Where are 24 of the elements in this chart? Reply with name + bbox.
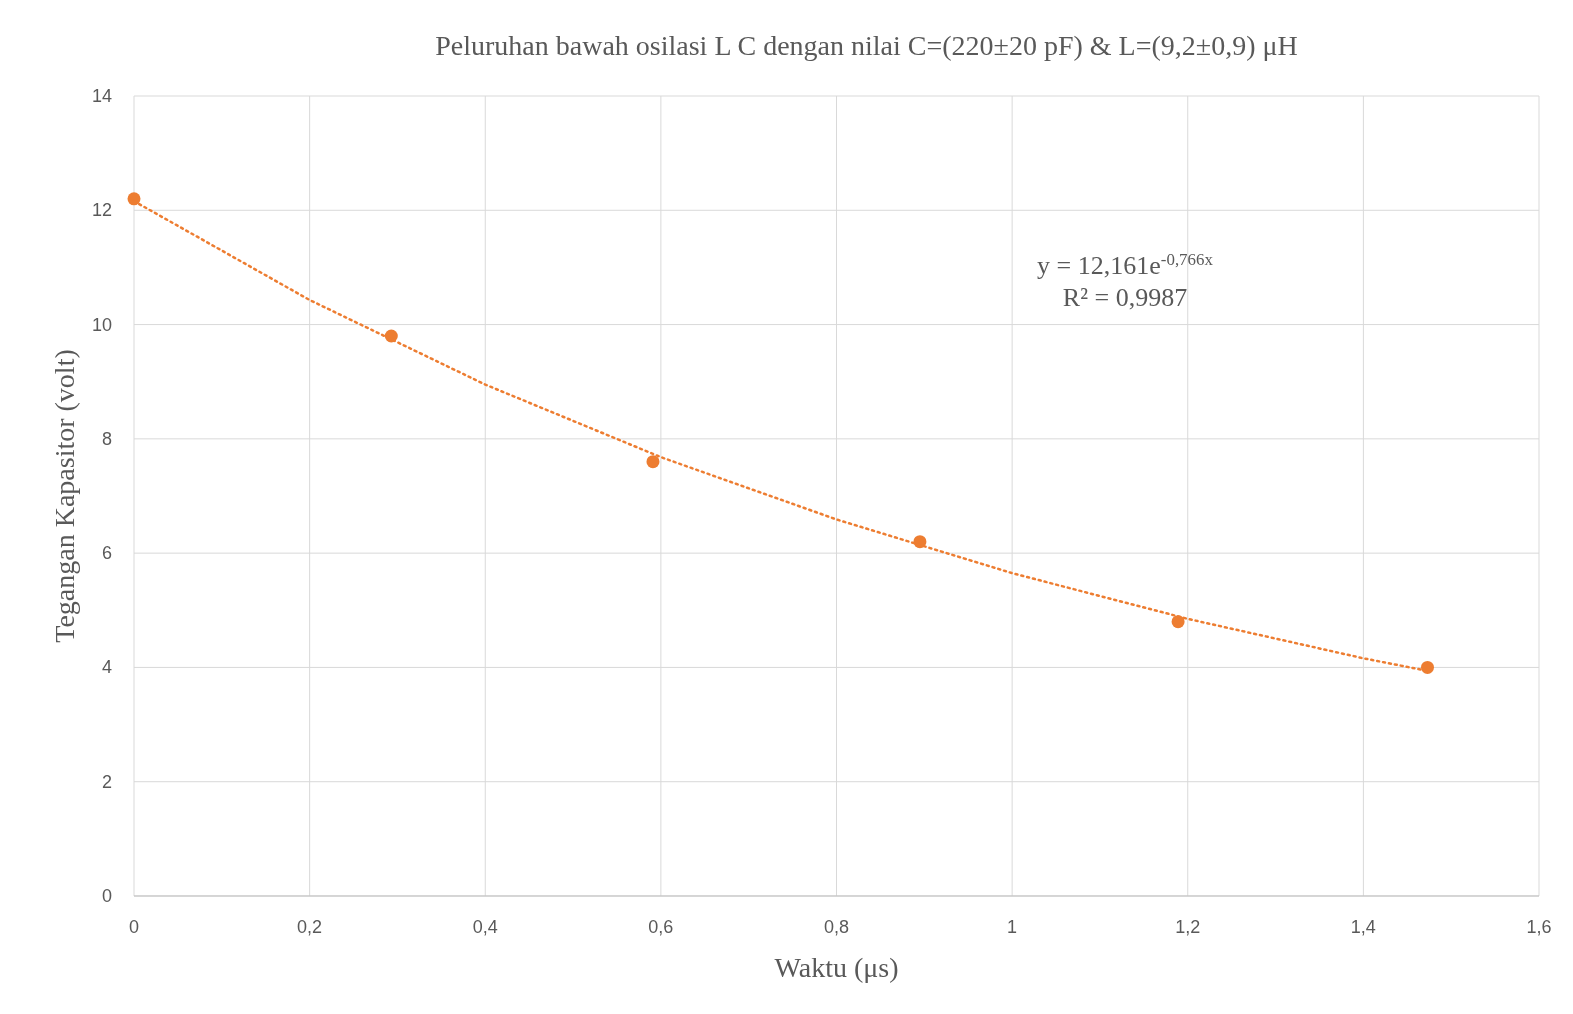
x-tick-label: 1,2 [1175, 917, 1201, 937]
x-tick-label: 1,6 [1526, 917, 1552, 937]
annotation: y = 12,161e$^{-0,766x}$ [1037, 249, 1214, 280]
point [646, 455, 660, 469]
y-tick-label: 4 [101, 657, 112, 678]
x-tick-label: 0 [128, 917, 140, 937]
y-tick-label: 0 [101, 886, 112, 906]
chart-title: Peluruhan bawah osilasi L C dengan nilai C=(220±20 pF) & L=(9,2±0,9) μH [435, 30, 1298, 61]
y-tick-label: 14 [91, 86, 112, 106]
x-axis-title: Waktu (μs) [774, 952, 899, 983]
y-axis-title: Tegangan Kapasitor (volt) [49, 349, 80, 643]
y-tick-label: 10 [91, 314, 112, 335]
y-tick-label: 12 [91, 200, 112, 221]
x-tick-label: 0,8 [823, 917, 850, 937]
x-tick-label: 1 [1007, 917, 1018, 937]
x-tick-label: 0,2 [297, 917, 323, 937]
y-tick-label: 6 [101, 543, 112, 564]
x-tick-label: 0,6 [648, 917, 674, 937]
x-tick-label: 1,4 [1350, 917, 1376, 937]
y-tick-label: 8 [101, 428, 112, 449]
y-tick-label: 2 [101, 771, 112, 792]
x-tick-label: 0,4 [472, 917, 498, 937]
annotation: R² = 0,9987 [1062, 283, 1188, 312]
point [1420, 660, 1434, 674]
